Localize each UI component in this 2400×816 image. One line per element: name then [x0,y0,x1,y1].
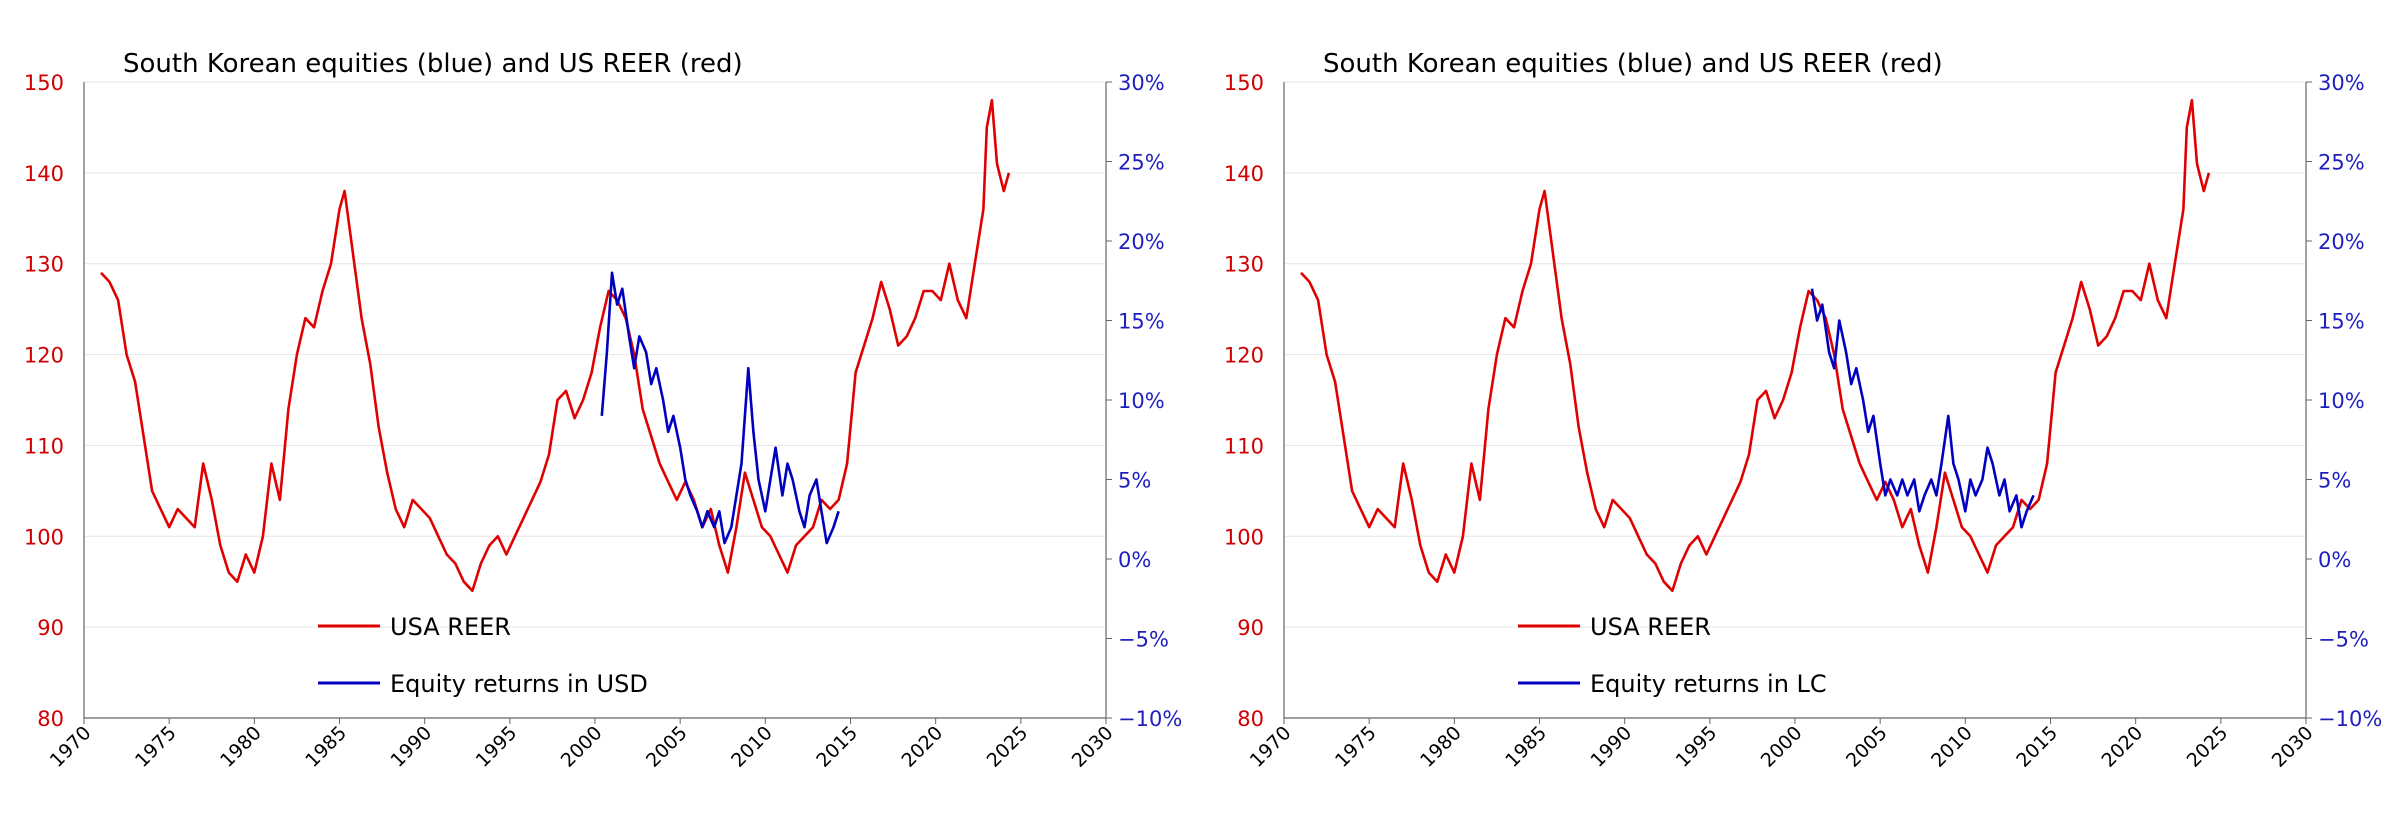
y-left-tick-label: 100 [1224,525,1264,549]
y-right-tick-label: 25% [1118,151,1165,175]
y-left-tick-label: 140 [1224,162,1264,186]
y-right-tick-label: 10% [1118,389,1165,413]
chart-title: South Korean equities (blue) and US REER… [123,49,743,79]
legend-label-equity: Equity returns in USD [390,670,648,698]
series-line-reer [100,98,1011,593]
y-left-tick-label: 110 [1224,434,1264,458]
x-tick-label: 2005 [642,722,692,772]
y-right-tick-label: 20% [2318,230,2365,254]
x-tick-label: 2015 [2012,722,2062,772]
y-right-tick-label: 30% [1118,71,1165,95]
legend: USA REER Equity returns in USD [318,613,648,698]
y-right-tick-label: 30% [2318,71,2365,95]
x-tick-label: 2015 [812,722,862,772]
x-tick-label: 2025 [983,722,1033,772]
x-tick-label: 1975 [1331,722,1381,772]
y-right-tick-label: 15% [1118,310,1165,334]
chart-right: South Korean equities (blue) and US REER… [1224,49,2382,772]
y-left-tick-label: 120 [1224,344,1264,368]
x-tick-label: 1985 [1501,722,1551,772]
y-left-tick-label: 140 [24,162,64,186]
legend-label-equity: Equity returns in LC [1590,670,1827,698]
chart-left: South Korean equities (blue) and US REER… [24,49,1182,772]
x-tick-label: 2030 [2268,722,2318,772]
y-right-tick-label: −5% [1118,628,1169,652]
x-tick-label: 1995 [472,722,522,772]
y-right-tick-label: −10% [2318,707,2382,731]
y-left-tick-label: 150 [1224,71,1264,95]
y-left-tick-label: 120 [24,344,64,368]
x-tick-label: 2030 [1068,722,1118,772]
y-right-tick-label: −5% [2318,628,2369,652]
x-tick-label: 1995 [1672,722,1722,772]
x-tick-label: 1975 [131,722,181,772]
x-tick-label: 1980 [1416,722,1466,772]
legend-label-reer: USA REER [1590,613,1711,641]
x-tick-label: 1990 [1586,722,1636,772]
y-left-tick-label: 130 [24,253,64,277]
y-right-tick-label: 15% [2318,310,2365,334]
y-left-tick-label: 110 [24,434,64,458]
y-left-tick-label: 80 [1237,707,1264,731]
y-left-tick-label: 130 [1224,253,1264,277]
y-right-tick-label: 0% [1118,548,1151,572]
x-tick-label: 2010 [727,722,777,772]
y-right-tick-label: 10% [2318,389,2365,413]
series-line-equity [1810,288,2035,529]
chart-title: South Korean equities (blue) and US REER… [1323,49,1943,79]
y-right-tick-label: 5% [1118,469,1151,493]
y-left-tick-label: 150 [24,71,64,95]
x-tick-label: 1990 [386,722,436,772]
y-right-tick-label: 0% [2318,548,2351,572]
x-tick-label: 2005 [1842,722,1892,772]
y-left-tick-label: 90 [1237,616,1264,640]
legend: USA REER Equity returns in LC [1518,613,1827,698]
y-right-tick-label: −10% [1118,707,1182,731]
chart-panel-right: South Korean equities (blue) and US REER… [1200,0,2400,816]
y-left-tick-label: 100 [24,525,64,549]
y-right-tick-label: 25% [2318,151,2365,175]
x-tick-label: 2020 [2097,722,2147,772]
x-tick-label: 1980 [216,722,266,772]
x-tick-label: 2000 [1757,722,1807,772]
legend-label-reer: USA REER [390,613,511,641]
y-right-tick-label: 20% [1118,230,1165,254]
y-right-tick-label: 5% [2318,469,2351,493]
y-left-tick-label: 90 [37,616,64,640]
series-line-equity [600,271,840,545]
x-tick-label: 2025 [2183,722,2233,772]
y-left-tick-label: 80 [37,707,64,731]
x-tick-label: 1985 [301,722,351,772]
x-tick-label: 2010 [1927,722,1977,772]
chart-panel-left: South Korean equities (blue) and US REER… [24,49,1182,772]
x-tick-label: 2020 [897,722,947,772]
series-line-reer [1300,98,2211,593]
x-tick-label: 2000 [557,722,607,772]
